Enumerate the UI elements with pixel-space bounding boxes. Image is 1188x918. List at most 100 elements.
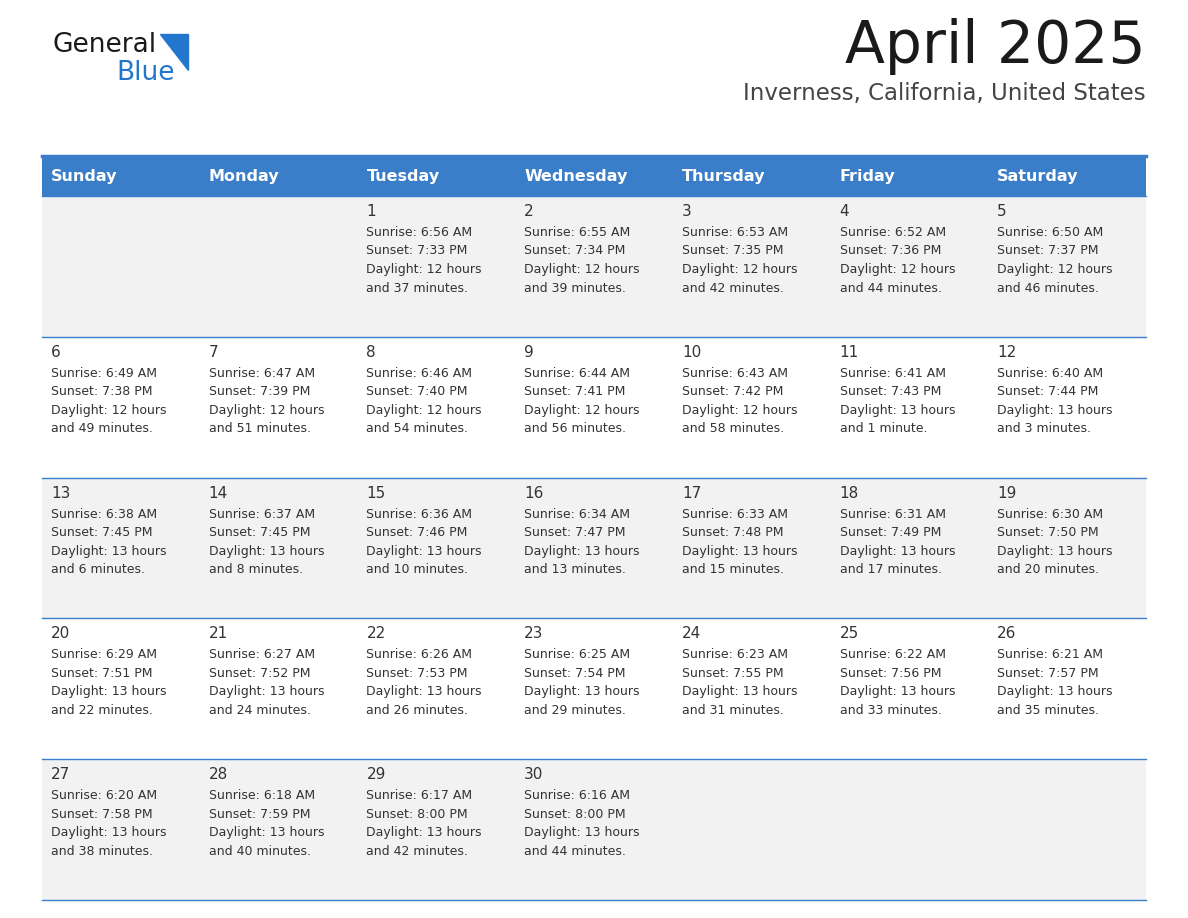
- Text: Daylight: 12 hours: Daylight: 12 hours: [997, 263, 1113, 276]
- Text: Sunset: 7:46 PM: Sunset: 7:46 PM: [366, 526, 468, 539]
- Text: Sunrise: 6:55 AM: Sunrise: 6:55 AM: [524, 226, 631, 239]
- Text: Daylight: 13 hours: Daylight: 13 hours: [840, 544, 955, 557]
- Bar: [988, 196, 1146, 337]
- Bar: [358, 619, 516, 759]
- Text: Sunrise: 6:56 AM: Sunrise: 6:56 AM: [366, 226, 473, 239]
- Bar: [358, 196, 516, 337]
- Text: April 2025: April 2025: [846, 18, 1146, 75]
- Text: Sunset: 7:47 PM: Sunset: 7:47 PM: [524, 526, 626, 539]
- Text: 4: 4: [840, 204, 849, 219]
- Text: Daylight: 13 hours: Daylight: 13 hours: [524, 686, 639, 699]
- Text: Sunrise: 6:52 AM: Sunrise: 6:52 AM: [840, 226, 946, 239]
- Text: Daylight: 13 hours: Daylight: 13 hours: [209, 544, 324, 557]
- Text: Sunday: Sunday: [51, 170, 118, 185]
- Text: Daylight: 12 hours: Daylight: 12 hours: [51, 404, 166, 417]
- Bar: [672, 196, 830, 337]
- Bar: [830, 196, 988, 337]
- Text: Daylight: 13 hours: Daylight: 13 hours: [840, 686, 955, 699]
- Bar: [516, 158, 672, 196]
- Text: Sunset: 7:55 PM: Sunset: 7:55 PM: [682, 666, 783, 680]
- Text: Daylight: 12 hours: Daylight: 12 hours: [366, 404, 482, 417]
- Text: and 42 minutes.: and 42 minutes.: [366, 845, 468, 857]
- Bar: [42, 196, 200, 337]
- Text: Sunset: 8:00 PM: Sunset: 8:00 PM: [366, 808, 468, 821]
- Text: Sunrise: 6:47 AM: Sunrise: 6:47 AM: [209, 367, 315, 380]
- Text: 30: 30: [524, 767, 544, 782]
- Text: Sunrise: 6:31 AM: Sunrise: 6:31 AM: [840, 508, 946, 521]
- Text: Sunset: 7:51 PM: Sunset: 7:51 PM: [51, 666, 152, 680]
- Text: Daylight: 12 hours: Daylight: 12 hours: [682, 404, 797, 417]
- Text: Daylight: 13 hours: Daylight: 13 hours: [366, 544, 482, 557]
- Text: Sunset: 7:57 PM: Sunset: 7:57 PM: [997, 666, 1099, 680]
- Text: Sunrise: 6:20 AM: Sunrise: 6:20 AM: [51, 789, 157, 802]
- Text: and 40 minutes.: and 40 minutes.: [209, 845, 311, 857]
- Text: 18: 18: [840, 486, 859, 500]
- Text: and 31 minutes.: and 31 minutes.: [682, 704, 784, 717]
- Text: Sunset: 7:56 PM: Sunset: 7:56 PM: [840, 666, 941, 680]
- Text: Daylight: 13 hours: Daylight: 13 hours: [51, 686, 166, 699]
- Bar: [988, 158, 1146, 196]
- Text: Sunrise: 6:41 AM: Sunrise: 6:41 AM: [840, 367, 946, 380]
- Text: Daylight: 13 hours: Daylight: 13 hours: [524, 544, 639, 557]
- Bar: [200, 158, 358, 196]
- Text: Sunset: 7:39 PM: Sunset: 7:39 PM: [209, 386, 310, 398]
- Text: Inverness, California, United States: Inverness, California, United States: [744, 82, 1146, 105]
- Bar: [672, 619, 830, 759]
- Text: Saturday: Saturday: [997, 170, 1079, 185]
- Text: Sunset: 7:54 PM: Sunset: 7:54 PM: [524, 666, 626, 680]
- Bar: [516, 619, 672, 759]
- Text: Sunrise: 6:22 AM: Sunrise: 6:22 AM: [840, 648, 946, 661]
- Text: 29: 29: [366, 767, 386, 782]
- Bar: [672, 759, 830, 900]
- Text: Sunset: 7:37 PM: Sunset: 7:37 PM: [997, 244, 1099, 258]
- Bar: [200, 619, 358, 759]
- Bar: [516, 759, 672, 900]
- Bar: [830, 759, 988, 900]
- Text: Sunrise: 6:17 AM: Sunrise: 6:17 AM: [366, 789, 473, 802]
- Text: 15: 15: [366, 486, 386, 500]
- Text: Sunset: 8:00 PM: Sunset: 8:00 PM: [524, 808, 626, 821]
- Text: 8: 8: [366, 345, 377, 360]
- Text: and 56 minutes.: and 56 minutes.: [524, 422, 626, 435]
- Text: Sunset: 7:43 PM: Sunset: 7:43 PM: [840, 386, 941, 398]
- Bar: [988, 619, 1146, 759]
- Text: 13: 13: [51, 486, 70, 500]
- Text: and 33 minutes.: and 33 minutes.: [840, 704, 941, 717]
- Text: Sunset: 7:52 PM: Sunset: 7:52 PM: [209, 666, 310, 680]
- Bar: [358, 158, 516, 196]
- Polygon shape: [160, 34, 188, 70]
- Text: and 35 minutes.: and 35 minutes.: [997, 704, 1099, 717]
- Text: Daylight: 13 hours: Daylight: 13 hours: [51, 544, 166, 557]
- Text: and 46 minutes.: and 46 minutes.: [997, 282, 1099, 295]
- Text: and 10 minutes.: and 10 minutes.: [366, 563, 468, 577]
- Bar: [42, 477, 200, 619]
- Text: Sunset: 7:53 PM: Sunset: 7:53 PM: [366, 666, 468, 680]
- Text: Daylight: 12 hours: Daylight: 12 hours: [524, 404, 639, 417]
- Text: and 58 minutes.: and 58 minutes.: [682, 422, 784, 435]
- Bar: [830, 337, 988, 477]
- Text: Sunrise: 6:18 AM: Sunrise: 6:18 AM: [209, 789, 315, 802]
- Text: Sunset: 7:48 PM: Sunset: 7:48 PM: [682, 526, 783, 539]
- Text: and 8 minutes.: and 8 minutes.: [209, 563, 303, 577]
- Text: Daylight: 12 hours: Daylight: 12 hours: [840, 263, 955, 276]
- Text: 19: 19: [997, 486, 1017, 500]
- Text: and 42 minutes.: and 42 minutes.: [682, 282, 784, 295]
- Text: 6: 6: [51, 345, 61, 360]
- Text: Sunrise: 6:53 AM: Sunrise: 6:53 AM: [682, 226, 788, 239]
- Bar: [42, 158, 200, 196]
- Text: Sunrise: 6:21 AM: Sunrise: 6:21 AM: [997, 648, 1104, 661]
- Text: Sunrise: 6:30 AM: Sunrise: 6:30 AM: [997, 508, 1104, 521]
- Text: and 44 minutes.: and 44 minutes.: [524, 845, 626, 857]
- Text: Sunset: 7:41 PM: Sunset: 7:41 PM: [524, 386, 626, 398]
- Bar: [358, 759, 516, 900]
- Text: Sunrise: 6:43 AM: Sunrise: 6:43 AM: [682, 367, 788, 380]
- Bar: [200, 477, 358, 619]
- Bar: [988, 337, 1146, 477]
- Text: 5: 5: [997, 204, 1007, 219]
- Bar: [830, 619, 988, 759]
- Text: Sunset: 7:33 PM: Sunset: 7:33 PM: [366, 244, 468, 258]
- Bar: [672, 337, 830, 477]
- Text: 27: 27: [51, 767, 70, 782]
- Text: Monday: Monday: [209, 170, 279, 185]
- Text: Daylight: 13 hours: Daylight: 13 hours: [51, 826, 166, 839]
